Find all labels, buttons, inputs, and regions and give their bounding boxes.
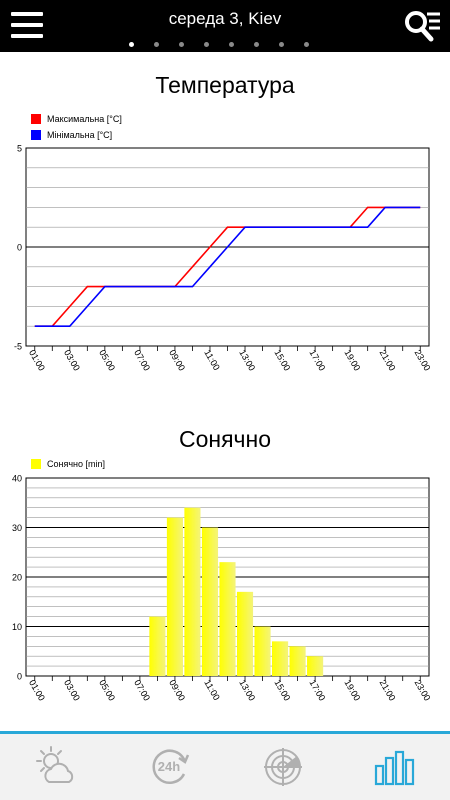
x-tick-label: 21:00: [377, 348, 397, 373]
x-tick-label: 17:00: [307, 348, 327, 373]
page-title: середа 3, Kiev: [168, 9, 282, 28]
x-tick-label: 05:00: [97, 678, 117, 703]
y-tick-label: 10: [12, 622, 22, 632]
bottom-nav: 24h: [0, 734, 450, 800]
legend-swatch-min: [31, 130, 41, 140]
legend-item-max: Максимальна [°C]: [31, 111, 122, 127]
chart-bars-icon: [374, 750, 415, 786]
search-list-icon[interactable]: [402, 6, 442, 46]
y-tick-label: 30: [12, 523, 22, 533]
bar: [236, 591, 254, 676]
x-tick-label: 09:00: [167, 348, 187, 373]
y-tick-label: 40: [12, 474, 22, 484]
series-line: [34, 206, 421, 327]
page-dot-1[interactable]: [129, 42, 134, 47]
nav-charts-button[interactable]: [370, 742, 420, 792]
x-tick-label: 13:00: [237, 348, 257, 373]
page-dot-3[interactable]: [179, 42, 184, 47]
bar: [184, 507, 201, 676]
weather-cloud-icon: [36, 746, 74, 783]
x-tick-label: 01:00: [27, 348, 47, 373]
y-tick-label: 5: [17, 144, 22, 154]
bar: [307, 656, 324, 676]
x-tick-label: 07:00: [132, 678, 152, 703]
x-tick-label: 01:00: [27, 678, 47, 703]
nav-24h-button[interactable]: 24h: [145, 742, 195, 792]
temperature-chart: -5 0 5 01:00 03:00 05:00 07:00 09:00 11:00 13:00 1…: [14, 144, 433, 373]
sunshine-chart-title: Сонячно: [178, 426, 272, 452]
page-dot-2[interactable]: [154, 42, 159, 47]
y-tick-label: -5: [14, 342, 22, 352]
x-tick-label: 11:00: [202, 678, 222, 702]
bar: [289, 646, 306, 676]
x-tick-label: 03:00: [62, 348, 82, 373]
page-dot-4[interactable]: [204, 42, 209, 47]
top-bar: середа 3, Kiev: [0, 0, 450, 52]
page-dot-8[interactable]: [304, 42, 309, 47]
nav-radar-button[interactable]: [258, 742, 308, 792]
nav-weather-button[interactable]: [32, 742, 82, 792]
x-tick-label: 23:00: [413, 348, 433, 373]
x-tick-label: 13:00: [237, 678, 257, 703]
x-tick-label: 19:00: [342, 678, 362, 703]
x-tick-label: 11:00: [202, 348, 222, 372]
temperature-legend: Максимальна [°C] Мінімальна [°C]: [31, 111, 122, 143]
legend-label-min: Мінімальна [°C]: [47, 130, 113, 140]
x-tick-label: 17:00: [307, 678, 327, 703]
legend-label-max: Максимальна [°C]: [47, 114, 122, 124]
x-tick-label: 07:00: [132, 348, 152, 373]
legend-item-sunshine: Сонячно [min]: [31, 456, 105, 472]
legend-label-sunshine: Сонячно [min]: [47, 459, 106, 469]
bar: [254, 626, 271, 676]
sunshine-chart: 0 10 20 30 40 01:00 03:00 05:00 07:00 09:00 11:00 1…: [12, 474, 433, 703]
bottom-nav-divider: [0, 731, 450, 734]
page-dot-5[interactable]: [229, 42, 234, 47]
radar-icon: [264, 748, 302, 786]
page-dot-7[interactable]: [279, 42, 284, 47]
bar: [166, 517, 183, 676]
legend-swatch-sunshine: [31, 459, 41, 469]
x-tick-label: 23:00: [413, 678, 433, 703]
legend-swatch-max: [31, 114, 41, 124]
temperature-chart-title: Температура: [155, 72, 295, 98]
svg-text:24h: 24h: [158, 759, 180, 774]
x-tick-label: 05:00: [97, 348, 117, 373]
x-tick-label: 15:00: [272, 678, 292, 703]
bar: [272, 641, 289, 676]
bar: [219, 562, 236, 676]
bar: [149, 616, 166, 676]
x-tick-label: 21:00: [377, 678, 397, 703]
24h-icon: 24h: [152, 749, 190, 784]
x-tick-label: 09:00: [167, 678, 187, 703]
menu-icon[interactable]: [8, 8, 48, 42]
y-tick-label: 0: [17, 672, 22, 682]
sunshine-legend: Сонячно [min]: [31, 456, 105, 472]
y-tick-label: 20: [12, 573, 22, 583]
page-dot-6[interactable]: [254, 42, 259, 47]
bar: [201, 527, 219, 676]
series-line: [34, 206, 421, 327]
x-tick-label: 15:00: [272, 348, 292, 373]
x-tick-label: 03:00: [62, 678, 82, 703]
x-tick-label: 19:00: [342, 348, 362, 373]
y-tick-label: 0: [17, 243, 22, 253]
legend-item-min: Мінімальна [°C]: [31, 127, 122, 143]
